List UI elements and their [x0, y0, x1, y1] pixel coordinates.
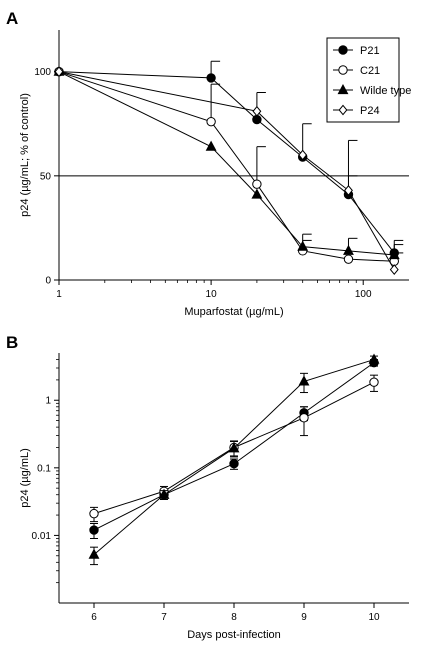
data-point: [205, 140, 217, 151]
x-tick-label: 9: [301, 612, 307, 623]
data-point: [88, 548, 100, 559]
data-point: [54, 66, 64, 78]
data-point: [388, 248, 400, 260]
data-point: [344, 185, 353, 196]
series-line: [58, 71, 395, 262]
y-tick-label: 0: [45, 276, 51, 287]
data-point: [298, 149, 308, 161]
legend-marker: [337, 83, 349, 95]
y-tick-label: 50: [40, 171, 52, 182]
data-point: [368, 353, 380, 364]
panel-a-letter: A: [6, 9, 18, 28]
y-tick-label: 1: [45, 396, 51, 407]
legend-marker: [338, 65, 348, 75]
series-3: [88, 353, 380, 566]
panel-a-chart: 1 10 100 0 50 100 Muparfostat (µg/mL) p24 (µg/m…: [19, 30, 411, 318]
data-point: [251, 188, 263, 199]
legend: P21 C21 Wilde type P24: [326, 37, 411, 123]
data-point: [252, 105, 262, 117]
data-point: [343, 254, 354, 264]
data-point: [299, 413, 309, 423]
data-point: [89, 508, 99, 519]
data-point: [89, 525, 99, 535]
data-point: [206, 116, 216, 127]
x-tick-label: 8: [231, 612, 237, 623]
data-point: [389, 264, 399, 275]
y-tick-label: 0.1: [37, 463, 51, 474]
legend-item-wilde-type: Wilde type: [360, 85, 411, 97]
x-tick-label: 10: [206, 289, 218, 300]
series-p24: [54, 66, 399, 275]
y-axis-label: p24 (µg/mL): [19, 448, 31, 508]
data-point: [206, 73, 216, 83]
data-point: [252, 179, 262, 189]
data-point: [297, 240, 309, 251]
data-point: [228, 442, 240, 453]
x-axis-label: Muparfostat (µg/mL): [184, 306, 283, 318]
x-tick-label: 10: [368, 612, 380, 623]
data-point: [252, 114, 262, 125]
data-point: [298, 375, 310, 386]
data-point: [343, 244, 354, 255]
legend-marker: [338, 104, 348, 116]
x-tick-label: 6: [91, 612, 97, 623]
series-line: [58, 71, 395, 256]
panel-b-chart: 6 7 8 9 10 0.01 0.1 1 Days post-infection p24 (µg…: [19, 353, 409, 641]
y-tick-label: 0.01: [32, 531, 52, 542]
panel-b-letter: B: [6, 333, 18, 352]
y-axis-label: p24 (µg/mL; % of control): [19, 93, 31, 217]
data-point: [158, 488, 170, 499]
y-tick-label: 100: [34, 67, 51, 78]
x-axis-label: Days post-infection: [187, 629, 281, 641]
x-tick-label: 7: [161, 612, 167, 623]
legend-item-p24: P24: [360, 105, 380, 117]
data-point: [369, 377, 379, 387]
data-point: [229, 459, 239, 469]
x-tick-label: 100: [355, 289, 372, 300]
legend-item-c21: C21: [360, 65, 380, 77]
legend-item-p21: P21: [360, 45, 380, 57]
x-tick-label: 1: [56, 289, 62, 300]
legend-marker: [338, 45, 348, 55]
